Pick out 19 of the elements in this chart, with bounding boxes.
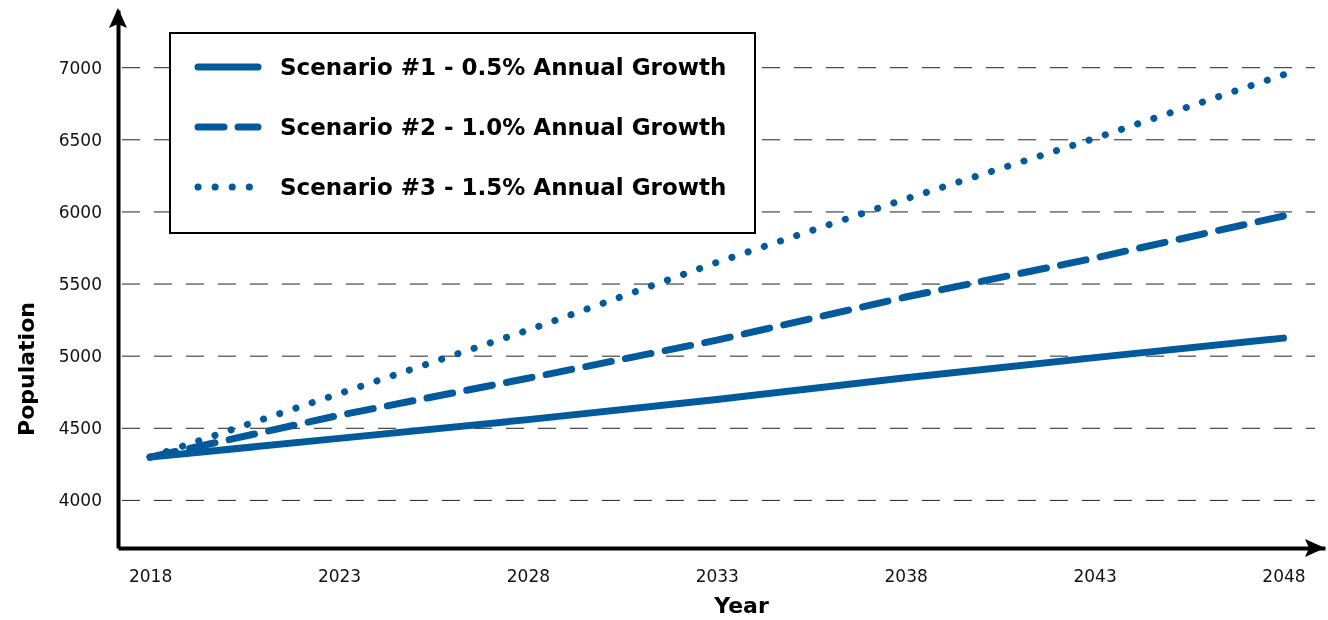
- x-tick-label: 2033: [695, 566, 739, 587]
- legend-label: Scenario #1 - 0.5% Annual Growth: [280, 54, 727, 80]
- x-tick-label: 2018: [128, 566, 173, 587]
- x-tick-label: 2043: [1073, 566, 1117, 587]
- y-tick-label: 5000: [58, 346, 102, 367]
- y-tick-label: 4500: [58, 418, 102, 439]
- x-tick-label: 2048: [1262, 566, 1306, 587]
- legend-label: Scenario #3 - 1.5% Annual Growth: [280, 174, 727, 200]
- y-tick-label: 6500: [58, 129, 102, 150]
- x-axis-title: Year: [713, 593, 769, 618]
- x-tick-label: 2038: [884, 566, 928, 587]
- y-tick-label: 4000: [58, 490, 102, 511]
- y-tick-label: 5500: [58, 273, 102, 294]
- x-tick-label: 2028: [506, 566, 551, 587]
- y-axis-title: Population: [14, 302, 39, 436]
- y-tick-label: 6000: [58, 201, 102, 222]
- legend-label: Scenario #2 - 1.0% Annual Growth: [280, 114, 727, 140]
- y-tick-label: 7000: [58, 57, 102, 78]
- x-tick-label: 2023: [317, 566, 362, 587]
